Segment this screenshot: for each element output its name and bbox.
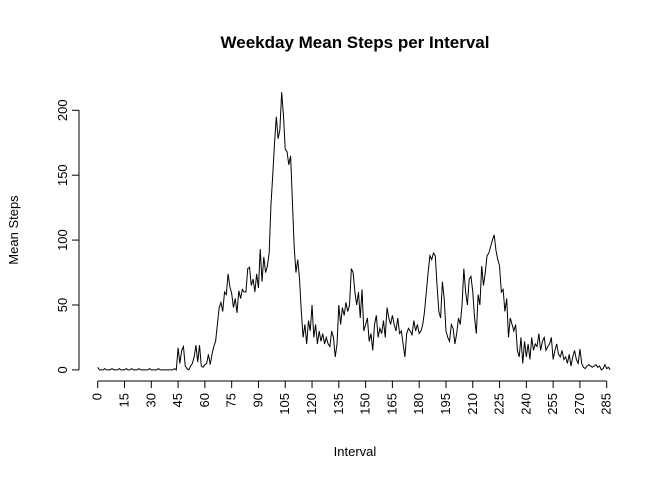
x-tick-label: 120 <box>304 393 319 415</box>
x-tick-label: 210 <box>465 393 480 415</box>
y-axis-label: Mean Steps <box>6 195 21 265</box>
x-axis-label: Interval <box>334 444 377 459</box>
x-tick-label: 195 <box>438 393 453 415</box>
chart-title: Weekday Mean Steps per Interval <box>221 33 490 52</box>
x-tick-label: 0 <box>90 393 105 400</box>
x-tick-label: 60 <box>197 393 212 407</box>
y-tick-label: 50 <box>55 298 70 312</box>
x-tick-label: 225 <box>492 393 507 415</box>
x-tick-label: 180 <box>411 393 426 415</box>
y-tick-label: 200 <box>55 99 70 121</box>
x-tick-label: 285 <box>599 393 614 415</box>
x-tick-label: 240 <box>518 393 533 415</box>
x-tick-label: 105 <box>277 393 292 415</box>
y-tick-label: 100 <box>55 229 70 251</box>
x-tick-label: 75 <box>224 393 239 407</box>
x-tick-label: 90 <box>250 393 265 407</box>
x-tick-label: 135 <box>331 393 346 415</box>
x-tick-label: 45 <box>170 393 185 407</box>
x-tick-label: 255 <box>545 393 560 415</box>
x-tick-label: 15 <box>117 393 132 407</box>
x-tick-label: 270 <box>572 393 587 415</box>
data-line <box>97 92 611 371</box>
x-tick-label: 165 <box>384 393 399 415</box>
x-tick-label: 150 <box>358 393 373 415</box>
y-tick-label: 0 <box>55 366 70 373</box>
x-tick-label: 30 <box>143 393 158 407</box>
y-tick-label: 150 <box>55 164 70 186</box>
